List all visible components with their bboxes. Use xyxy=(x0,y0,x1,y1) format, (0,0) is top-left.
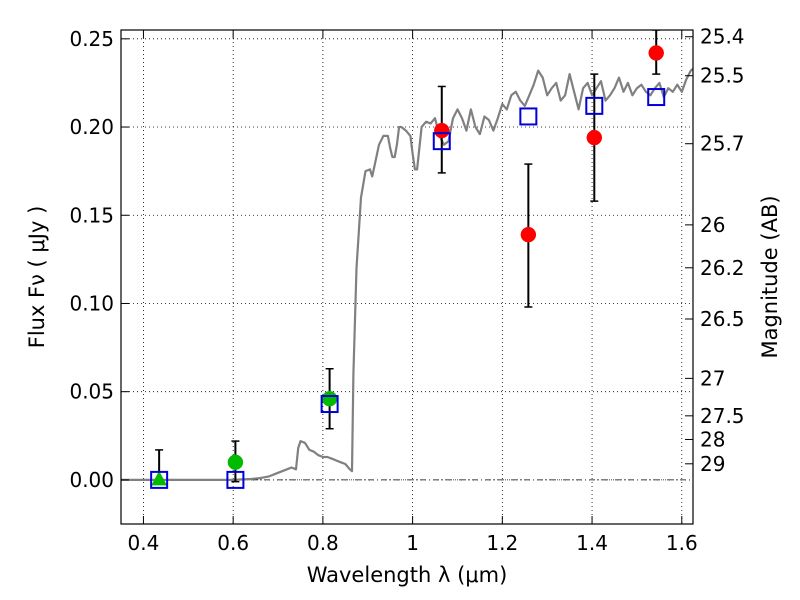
y2-tick-label: 25.4 xyxy=(700,25,745,49)
y-tick-label: 0.10 xyxy=(69,291,114,315)
y-tick-label: 0.00 xyxy=(69,468,114,492)
square-marker xyxy=(585,96,604,115)
y2-axis-label: Magnitude (AB) xyxy=(758,195,782,358)
circle-marker xyxy=(434,122,450,139)
y2-tick-label: 29 xyxy=(700,452,725,476)
square-marker xyxy=(647,88,666,107)
circle-marker xyxy=(227,454,244,470)
x-tick-label: 1.4 xyxy=(576,531,608,555)
square-marker xyxy=(519,107,538,126)
circle-marker xyxy=(321,390,338,407)
y2-tick-label: 25.7 xyxy=(700,132,745,156)
circle-marker xyxy=(520,226,537,243)
y2-tick-label: 25.5 xyxy=(700,64,745,88)
y-tick-label: 0.05 xyxy=(69,380,114,404)
triangle-marker xyxy=(151,470,167,486)
x-tick-label: 0.6 xyxy=(217,531,249,555)
y-axis-label: Flux Fν ( μJy ) xyxy=(25,206,49,349)
plot-area xyxy=(121,30,693,489)
tick-labels: 0.4 0.6 0.8 1 1.2 1.4 1.6 0.00 0.05 0.10 0.15 0.20 0… xyxy=(69,25,744,555)
y2-tick-label: 26.5 xyxy=(700,307,745,331)
y2-tick-label: 28 xyxy=(700,427,725,451)
grid-lines xyxy=(121,30,693,524)
square-marker xyxy=(432,132,451,151)
y-tick-label: 0.25 xyxy=(69,27,114,51)
x-tick-label: 1.2 xyxy=(486,531,518,555)
model-spectrum-line xyxy=(121,67,693,481)
y-tick-label: 0.20 xyxy=(69,115,114,139)
y2-tick-label: 26 xyxy=(700,213,725,237)
y2-tick-label: 27 xyxy=(700,366,725,390)
plot-frame xyxy=(120,29,694,525)
circle-marker xyxy=(586,129,603,146)
y-tick-label: 0.15 xyxy=(69,203,114,227)
y2-tick-label: 26.2 xyxy=(700,256,745,280)
x-tick-label: 1.6 xyxy=(666,531,698,555)
square-marker xyxy=(226,470,245,489)
x-tick-label: 0.8 xyxy=(307,531,339,555)
square-marker xyxy=(320,395,339,414)
circle-marker xyxy=(648,45,664,61)
x-tick-label: 0.4 xyxy=(128,531,160,555)
axes xyxy=(120,29,694,525)
x-axis-label: Wavelength λ (μm) xyxy=(307,563,508,587)
y2-tick-label: 27.5 xyxy=(700,404,745,428)
x-tick-label: 1 xyxy=(406,531,419,555)
square-marker xyxy=(150,470,169,489)
